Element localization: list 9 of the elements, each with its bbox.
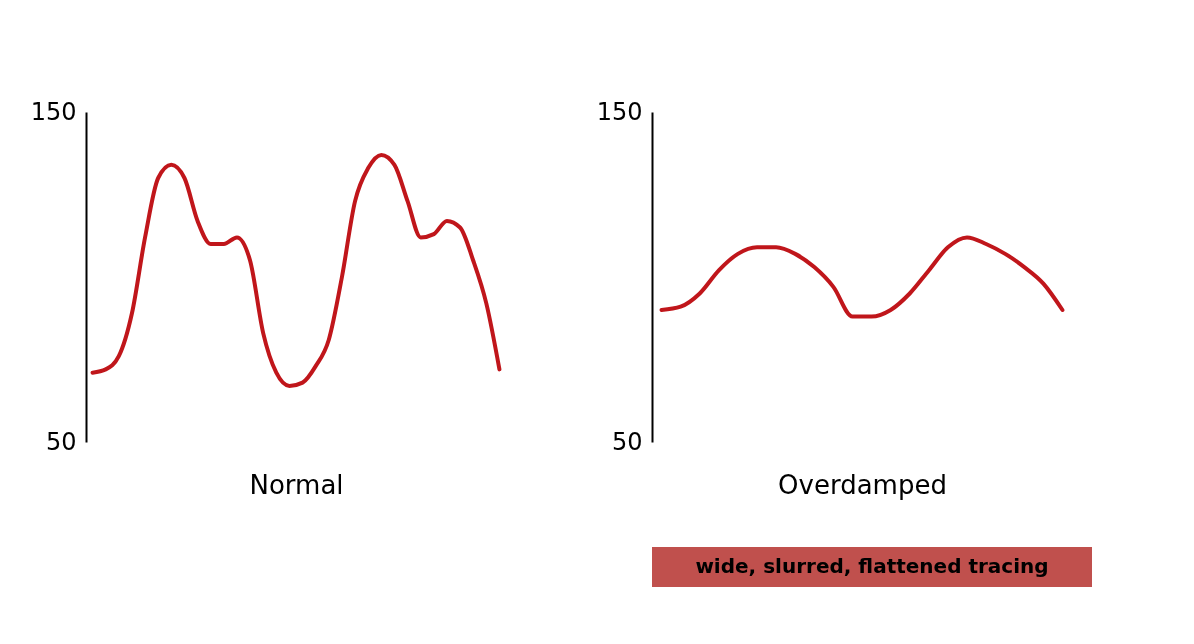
line-series bbox=[659, 235, 1065, 319]
x-axis-title: Normal bbox=[249, 469, 344, 500]
y-tick-label: 150 bbox=[596, 97, 643, 126]
y-tick-label: 50 bbox=[45, 427, 77, 456]
y-tick-label: 50 bbox=[611, 427, 643, 456]
x-axis-title: Overdamped bbox=[778, 469, 947, 500]
line-series bbox=[90, 152, 502, 388]
y-tick-label: 150 bbox=[30, 97, 77, 126]
text: wide, slurred, flattened tracing bbox=[695, 554, 1049, 578]
